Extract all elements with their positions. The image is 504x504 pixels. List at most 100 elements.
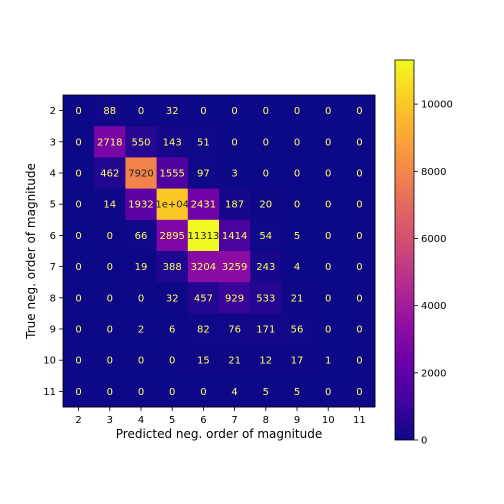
heatmap-cell-label: 143 bbox=[163, 137, 182, 148]
y-axis-label: True neg. order of magnitude bbox=[24, 163, 38, 340]
heatmap-cell-label: 0 bbox=[75, 356, 81, 367]
y-tick-label: 2 bbox=[50, 106, 56, 117]
heatmap-cell bbox=[63, 188, 95, 221]
heatmap-cell bbox=[250, 282, 282, 314]
x-tick-label: 10 bbox=[322, 415, 335, 426]
heatmap-cell bbox=[250, 95, 282, 127]
heatmap-cell-label: 0 bbox=[138, 387, 144, 398]
heatmap-cell bbox=[125, 251, 157, 283]
heatmap-cell bbox=[219, 313, 251, 345]
heatmap-cell-label: 243 bbox=[256, 262, 275, 273]
heatmap-cell bbox=[63, 313, 95, 345]
heatmap-cell-label: 0 bbox=[356, 137, 362, 148]
heatmap-cell bbox=[156, 219, 189, 252]
heatmap-cell bbox=[281, 126, 313, 158]
heatmap-cell bbox=[94, 219, 126, 252]
heatmap-cell-label: 0 bbox=[325, 106, 331, 117]
heatmap-cell-label: 15 bbox=[197, 356, 210, 367]
plot-frame bbox=[62, 94, 376, 408]
y-tick-label: 4 bbox=[50, 169, 56, 180]
heatmap-cell-label: 0 bbox=[325, 137, 331, 148]
colorbar-tick-label: 10000 bbox=[421, 100, 453, 111]
heatmap-cell-label: 0 bbox=[356, 356, 362, 367]
heatmap-cell-label: 0 bbox=[75, 200, 81, 211]
heatmap-cell-label: 1414 bbox=[222, 231, 247, 242]
heatmap-cell-label: 4 bbox=[231, 387, 237, 398]
heatmap-cell bbox=[312, 157, 345, 189]
heatmap-cell bbox=[281, 157, 313, 189]
heatmap-cell-label: 20 bbox=[259, 200, 272, 211]
colorbar-ticks: 0 2000 4000 6000 8000 10000 bbox=[414, 100, 453, 447]
heatmap-cell bbox=[312, 313, 345, 345]
heatmap-cell-label: 21 bbox=[228, 356, 241, 367]
heatmap-cell-label: 0 bbox=[231, 106, 237, 117]
heatmap-cell-label: 187 bbox=[225, 200, 244, 211]
heatmap-cell bbox=[125, 188, 157, 221]
colorbar-tick-label: 6000 bbox=[421, 234, 446, 245]
heatmap-cell-label: 0 bbox=[107, 231, 113, 242]
x-tick-label: 3 bbox=[107, 415, 113, 426]
heatmap-cell-label: 3259 bbox=[222, 262, 247, 273]
heatmap-cell bbox=[250, 344, 282, 377]
heatmap-cell bbox=[312, 219, 345, 252]
heatmap-cell bbox=[281, 188, 313, 221]
x-axis-label: Predicted neg. order of magnitude bbox=[116, 427, 322, 441]
heatmap-cell-label: 0 bbox=[356, 325, 362, 336]
heatmap-cell bbox=[63, 375, 95, 408]
x-tick-label: 2 bbox=[75, 415, 81, 426]
heatmap-cell-label: 0 bbox=[107, 325, 113, 336]
heatmap-cell-label: 0 bbox=[107, 387, 113, 398]
heatmap-cell bbox=[156, 126, 189, 158]
y-axis-ticks: 2 3 4 5 6 7 8 9 10 11 bbox=[43, 106, 63, 398]
heatmap-cell bbox=[219, 219, 251, 252]
heatmap-cell bbox=[312, 344, 345, 377]
heatmap-cell-label: 388 bbox=[163, 262, 182, 273]
heatmap-cell bbox=[63, 219, 95, 252]
heatmap-cell bbox=[94, 126, 126, 158]
heatmap-cell bbox=[94, 157, 126, 189]
heatmap-cell-label: 0 bbox=[356, 106, 362, 117]
heatmap-cell bbox=[343, 344, 376, 377]
heatmap-cell-label: 0 bbox=[75, 387, 81, 398]
x-tick-label: 5 bbox=[169, 415, 175, 426]
heatmap-cell-label: 0 bbox=[138, 293, 144, 304]
heatmap-cell bbox=[94, 313, 126, 345]
heatmap-cell-label: 12 bbox=[259, 356, 272, 367]
heatmap-cell bbox=[343, 188, 376, 221]
heatmap-cell-label: 54 bbox=[259, 231, 272, 242]
heatmap-cell bbox=[281, 282, 313, 314]
heatmap-cell-label: 0 bbox=[75, 169, 81, 180]
heatmap-cell-label: 3204 bbox=[191, 262, 216, 273]
heatmap-cell bbox=[63, 344, 95, 377]
heatmap-cell bbox=[343, 282, 376, 314]
heatmap-cell-label: 88 bbox=[103, 106, 116, 117]
heatmap-cell-label: 66 bbox=[135, 231, 148, 242]
heatmap-cell-label: 0 bbox=[356, 262, 362, 273]
x-tick-label: 6 bbox=[200, 415, 206, 426]
y-tick-label: 5 bbox=[50, 200, 56, 211]
colorbar-tick-label: 8000 bbox=[421, 167, 446, 178]
heatmap-cell-label: 0 bbox=[75, 325, 81, 336]
heatmap-cell bbox=[63, 126, 95, 158]
heatmap-cell-label: 0 bbox=[325, 169, 331, 180]
heatmap-cell bbox=[156, 157, 189, 189]
heatmap-cell-label: 21 bbox=[291, 293, 304, 304]
heatmap-cell-label: 11313 bbox=[187, 231, 219, 242]
heatmap-cell-label: 1932 bbox=[128, 200, 153, 211]
heatmap-cell-label: 2718 bbox=[97, 137, 122, 148]
heatmap-cell bbox=[343, 375, 376, 408]
colorbar-tick-label: 0 bbox=[421, 436, 427, 447]
heatmap-cell bbox=[187, 157, 220, 189]
heatmap-cell-label: 0 bbox=[294, 169, 300, 180]
heatmap-cell bbox=[250, 188, 282, 221]
heatmap-cell-label: 5 bbox=[294, 387, 300, 398]
heatmap-cell-label: 0 bbox=[138, 356, 144, 367]
heatmap-cell bbox=[187, 126, 220, 158]
heatmap-cell-label: 0 bbox=[75, 293, 81, 304]
heatmap-cell bbox=[125, 313, 157, 345]
heatmap-cell-label: 0 bbox=[200, 106, 206, 117]
heatmap-cell bbox=[156, 95, 189, 127]
heatmap-cell-label: 3 bbox=[231, 169, 237, 180]
x-tick-label: 7 bbox=[231, 415, 237, 426]
